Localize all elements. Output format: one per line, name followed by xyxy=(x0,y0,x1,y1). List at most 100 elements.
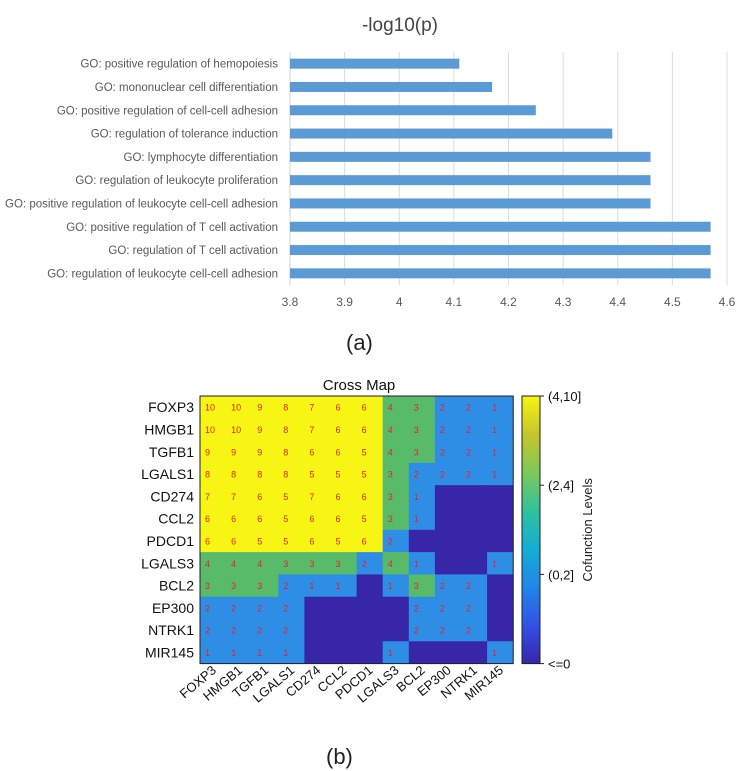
heatmap-cell xyxy=(356,596,384,620)
heatmap-cell xyxy=(226,552,253,575)
cell-value: 6 xyxy=(336,447,341,457)
heatmap-row-labels: FOXP3 HMGB1 TGFB1 LGALS1 CD274 CCL2 PDCD1 LGALS… xyxy=(141,399,194,660)
bar-chart-x-tick-labels: 3.8 3.9 4 4.1 4.2 4.3 4.4 4.5 4.6 xyxy=(282,295,736,309)
cell-value: 10 xyxy=(205,403,215,413)
cell-value: 2 xyxy=(231,626,236,636)
category-label: GO: positive regulation of T cell activa… xyxy=(66,222,278,234)
heatmap-cell xyxy=(487,641,514,664)
category-label: GO: regulation of T cell activation xyxy=(108,245,278,257)
heatmap-cell xyxy=(382,485,410,508)
panel-label-b: (b) xyxy=(326,744,353,769)
bar xyxy=(290,151,651,162)
cell-value: 2 xyxy=(466,603,471,613)
heatmap-cell xyxy=(252,529,279,553)
heatmap-cell xyxy=(252,396,279,419)
row-label: LGALS3 xyxy=(141,555,194,571)
category-label: GO: regulation of tolerance induction xyxy=(91,129,278,141)
cell-value: 1 xyxy=(309,581,314,591)
heatmap-cell xyxy=(356,507,384,531)
category-label: GO: positive regulation of hemopoiesis xyxy=(80,59,278,71)
row-label: NTRK1 xyxy=(148,622,194,638)
heatmap-cell xyxy=(278,619,305,642)
heatmap-cell xyxy=(461,485,488,508)
cell-value: 2 xyxy=(466,447,471,457)
cell-value: 5 xyxy=(257,536,262,546)
cell-value: 2 xyxy=(231,603,236,613)
x-tick-label: 4.5 xyxy=(664,295,681,309)
cell-value: 7 xyxy=(231,492,236,502)
heatmap-cell xyxy=(226,574,253,598)
heatmap-cell xyxy=(408,462,436,486)
heatmap-cell xyxy=(226,529,253,553)
heatmap-cell xyxy=(252,574,279,598)
cell-value: 6 xyxy=(309,536,314,546)
cell-value: 4 xyxy=(388,559,393,569)
heatmap-cell xyxy=(252,641,279,664)
heatmap-cell xyxy=(487,552,514,575)
heatmap-cell xyxy=(304,641,331,664)
heatmap-cell xyxy=(461,418,488,441)
cell-value: 1 xyxy=(492,425,497,435)
cell-value: 1 xyxy=(492,403,497,413)
heatmap-cell xyxy=(330,418,357,441)
heatmap-cell xyxy=(434,440,462,464)
heatmap-cell xyxy=(200,396,227,419)
heatmap-cell xyxy=(304,596,331,620)
cell-value: 3 xyxy=(283,559,288,569)
cell-value: 5 xyxy=(283,514,288,524)
cell-value: 6 xyxy=(231,514,236,524)
heatmap-cell xyxy=(252,485,279,508)
x-tick-label: 3.9 xyxy=(336,295,353,309)
cell-value: 1 xyxy=(492,447,497,457)
heatmap-cell xyxy=(487,507,514,531)
heatmap-cell xyxy=(226,596,253,620)
heatmap-cell xyxy=(330,641,357,664)
row-label: LGALS1 xyxy=(141,466,194,482)
heatmap-cell xyxy=(434,418,462,441)
cell-value: 6 xyxy=(362,492,367,502)
heatmap-cell xyxy=(356,396,384,419)
colorbar-label: Cofunction Levels xyxy=(580,478,595,582)
heatmap-cell xyxy=(278,529,305,553)
heatmap-cell xyxy=(487,574,514,598)
heatmap-cell xyxy=(330,440,357,464)
cell-value: 7 xyxy=(309,492,314,502)
cell-value: 2 xyxy=(414,626,419,636)
cell-value: 5 xyxy=(336,536,341,546)
cell-value: 3 xyxy=(388,514,393,524)
cell-value: 1 xyxy=(414,514,419,524)
heatmap-cell xyxy=(304,619,331,642)
cell-value: 10 xyxy=(205,425,215,435)
cell-value: 2 xyxy=(466,425,471,435)
panel-label-a: (a) xyxy=(346,330,373,355)
cell-value: 6 xyxy=(309,447,314,457)
heatmap-cell xyxy=(382,596,410,620)
cell-value: 5 xyxy=(362,470,367,480)
heatmap-cell xyxy=(200,596,227,620)
heatmap-cell xyxy=(304,529,331,553)
cell-value: 3 xyxy=(388,492,393,502)
colorbar-tick-label: (4,10] xyxy=(548,389,581,404)
heatmap-cell xyxy=(382,440,410,464)
bar-chart-panel-a: -log10(p) GO: positive regulation of hem… xyxy=(5,15,736,309)
cell-value: 9 xyxy=(257,403,262,413)
heatmap-cell xyxy=(330,507,357,531)
cell-value: 4 xyxy=(388,403,393,413)
colorbar-tick-label: (2,4] xyxy=(548,478,574,493)
cell-value: 1 xyxy=(492,648,497,658)
row-label: HMGB1 xyxy=(144,421,194,437)
heatmap-cell xyxy=(304,485,331,508)
heatmap-cell xyxy=(226,440,253,464)
category-label: GO: positive regulation of leukocyte cel… xyxy=(5,198,278,210)
cell-value: 8 xyxy=(283,425,288,435)
cell-value: 2 xyxy=(362,559,367,569)
heatmap-cell xyxy=(356,418,384,441)
heatmap-cell xyxy=(408,641,436,664)
heatmap-cell xyxy=(434,529,462,553)
heatmap-cell xyxy=(304,418,331,441)
cell-value: 6 xyxy=(309,514,314,524)
heatmap-cell xyxy=(278,596,305,620)
heatmap-cell xyxy=(200,418,227,441)
cell-value: 8 xyxy=(205,470,210,480)
heatmap-cell xyxy=(304,552,331,575)
